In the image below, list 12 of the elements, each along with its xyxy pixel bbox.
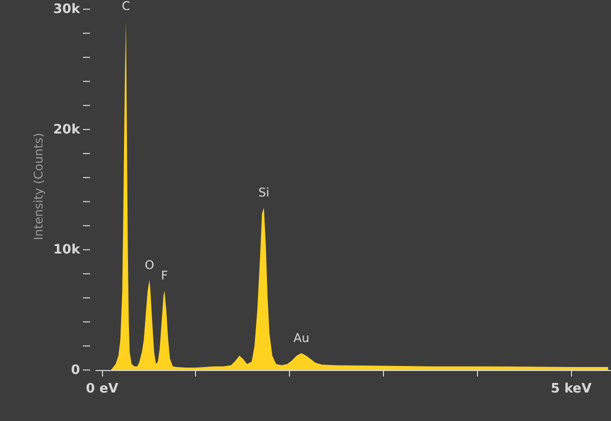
x-tick-label: 0 eV <box>86 382 118 396</box>
annotation: O <box>144 258 154 272</box>
y-tick-label: 20k <box>53 122 80 138</box>
y-tick-label: 10k <box>53 242 80 258</box>
y-tick-label: 30k <box>53 2 80 18</box>
y-axis-title: Intensity (Counts) <box>32 132 46 240</box>
y-tick-label: 0 <box>70 363 80 378</box>
annotation: Au <box>293 331 310 346</box>
x-tick-label: 5 keV <box>550 382 592 396</box>
annotation: Si <box>258 186 270 200</box>
annotation: F <box>160 268 168 283</box>
annotation: C <box>122 0 130 14</box>
